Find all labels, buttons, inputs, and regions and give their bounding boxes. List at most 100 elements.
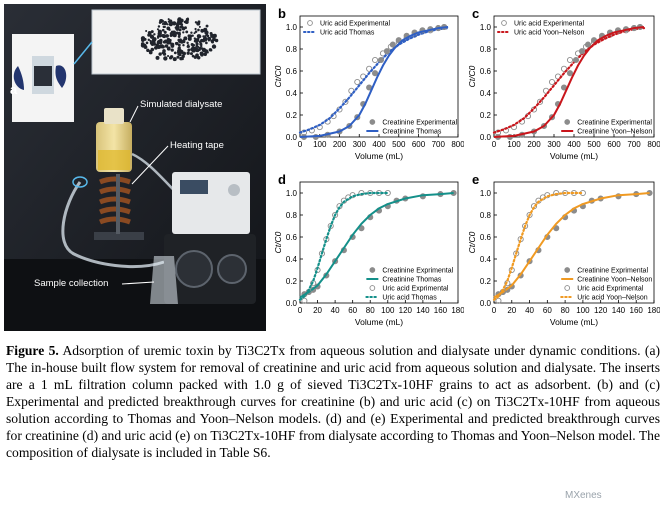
x-tick-label: 300 — [547, 140, 561, 149]
x-tick-label: 160 — [630, 306, 644, 315]
x-tick-label: 140 — [416, 306, 430, 315]
grain-dot — [200, 28, 204, 33]
heating-tape — [99, 176, 131, 225]
watermark-text: MXenes — [565, 490, 602, 501]
x-tick-label: 400 — [567, 140, 581, 149]
x-tick-label: 100 — [507, 140, 521, 149]
data-point — [566, 70, 574, 77]
y-tick-label: 0.6 — [480, 67, 492, 76]
column-inset — [12, 34, 74, 122]
y-tick-label: 0.6 — [480, 233, 492, 242]
x-tick-label: 100 — [576, 306, 590, 315]
figure-caption: Figure 5. Adsorption of uremic toxin by … — [6, 342, 660, 461]
x-tick-label: 0 — [298, 306, 303, 315]
x-tick-label: 400 — [372, 140, 386, 149]
y-tick-label: 0.0 — [286, 133, 298, 142]
grain-dot — [174, 26, 177, 29]
y-tick-label: 0.4 — [286, 255, 298, 264]
grain-dot — [161, 51, 165, 55]
grain-dot — [196, 56, 201, 60]
y-tick-label: 0.8 — [480, 45, 492, 54]
x-tick-label: 700 — [432, 140, 446, 149]
x-tick-label: 60 — [348, 306, 357, 315]
grain-dot — [159, 33, 162, 37]
legend-entry: Uric acid Experimental — [514, 21, 584, 28]
grain-dot — [176, 22, 180, 26]
y-tick-label: 0.8 — [480, 211, 492, 220]
grain-dot — [163, 20, 168, 26]
y-tick-label: 1.0 — [286, 23, 298, 32]
grain-dot — [187, 44, 190, 47]
grain-dot — [162, 34, 167, 39]
grain-dot — [200, 52, 204, 57]
y-tick-label: 1.0 — [480, 23, 492, 32]
y-tick-label: 0.6 — [286, 233, 298, 242]
grain-dot — [169, 55, 174, 59]
data-point — [536, 98, 544, 105]
x-axis-label: Volume (mL) — [355, 317, 403, 327]
legend-entry: Uric acid Yoon–Nelson — [577, 295, 648, 302]
grain-dot — [196, 34, 201, 39]
grain-dot — [163, 30, 167, 34]
grain-dot — [210, 33, 215, 38]
x-tick-label: 200 — [527, 140, 541, 149]
grain-dot — [181, 26, 186, 31]
grain-dot — [140, 42, 145, 46]
legend-entry: Creatinine Yoon–Nelson — [577, 129, 652, 136]
x-tick-label: 160 — [434, 306, 448, 315]
grain-dot — [177, 43, 181, 47]
y-tick-label: 0.2 — [286, 111, 298, 120]
figure-label: Figure 5. — [6, 343, 59, 358]
x-tick-label: 140 — [612, 306, 626, 315]
grain-dot — [214, 38, 219, 43]
grain-dot — [177, 46, 181, 51]
y-axis-label: Ct/C0 — [273, 65, 283, 87]
grain-dot — [153, 33, 156, 36]
grain-dot — [197, 45, 200, 49]
data-point — [566, 56, 574, 64]
series-line — [492, 27, 646, 134]
grain-dot — [202, 35, 205, 38]
chart-b: b 0 100 200 300 400 500 600 700 800 0.0 0.2 0.4 0.6 0.… — [273, 6, 464, 161]
chart-c: c 0 100 200 300 400 500 600 700 800 0.0 0.2 0.4 0.6 0.… — [467, 6, 660, 161]
panel-label-b: b — [278, 6, 286, 21]
x-tick-label: 180 — [451, 306, 464, 315]
y-tick-label: 0.2 — [480, 111, 492, 120]
grain-dot — [169, 33, 173, 37]
grain-dot — [190, 31, 193, 34]
legend-entry: Creatinine Yoon–Nelson — [577, 277, 652, 284]
plot-frame — [299, 181, 459, 304]
x-tick-label: 60 — [543, 306, 552, 315]
x-tick-label: 40 — [525, 306, 534, 315]
legend-swatch — [564, 267, 571, 273]
grain-dot — [189, 52, 193, 56]
grain-dot — [197, 28, 200, 32]
x-tick-label: 600 — [412, 140, 426, 149]
grains-inset — [91, 9, 261, 75]
grain-dot — [193, 32, 196, 35]
y-axis-label: Ct/C0 — [467, 231, 477, 253]
legend-swatch — [369, 285, 376, 291]
grain-dot — [209, 48, 213, 52]
grain-dot — [188, 34, 193, 39]
chart-e: e 0 20 40 60 80 100 120 140 160 180 0.0 0.2 0.4 0.6 0.8… — [467, 172, 660, 327]
grain-dot — [152, 37, 157, 42]
grain-dot — [207, 39, 211, 42]
grain-dot — [204, 30, 209, 35]
x-tick-label: 40 — [331, 306, 340, 315]
grain-dot — [168, 39, 171, 42]
series-line — [493, 26, 645, 138]
grain-dot — [145, 30, 148, 33]
grain-dot — [145, 41, 149, 45]
grain-dot — [205, 24, 209, 28]
y-tick-label: 0.2 — [480, 277, 492, 286]
grain-dot — [186, 17, 189, 20]
series-line — [298, 27, 450, 134]
chart-d: d0 20 40 60 80 100 120 140 160 1800.00.20.40.60.8… — [273, 172, 464, 327]
grain-dot — [164, 44, 169, 48]
grain-dot — [147, 38, 150, 42]
panel-label-d: d — [278, 172, 286, 187]
legend-swatch — [564, 285, 571, 291]
grain-dot — [211, 40, 214, 43]
grain-dot — [166, 26, 171, 31]
